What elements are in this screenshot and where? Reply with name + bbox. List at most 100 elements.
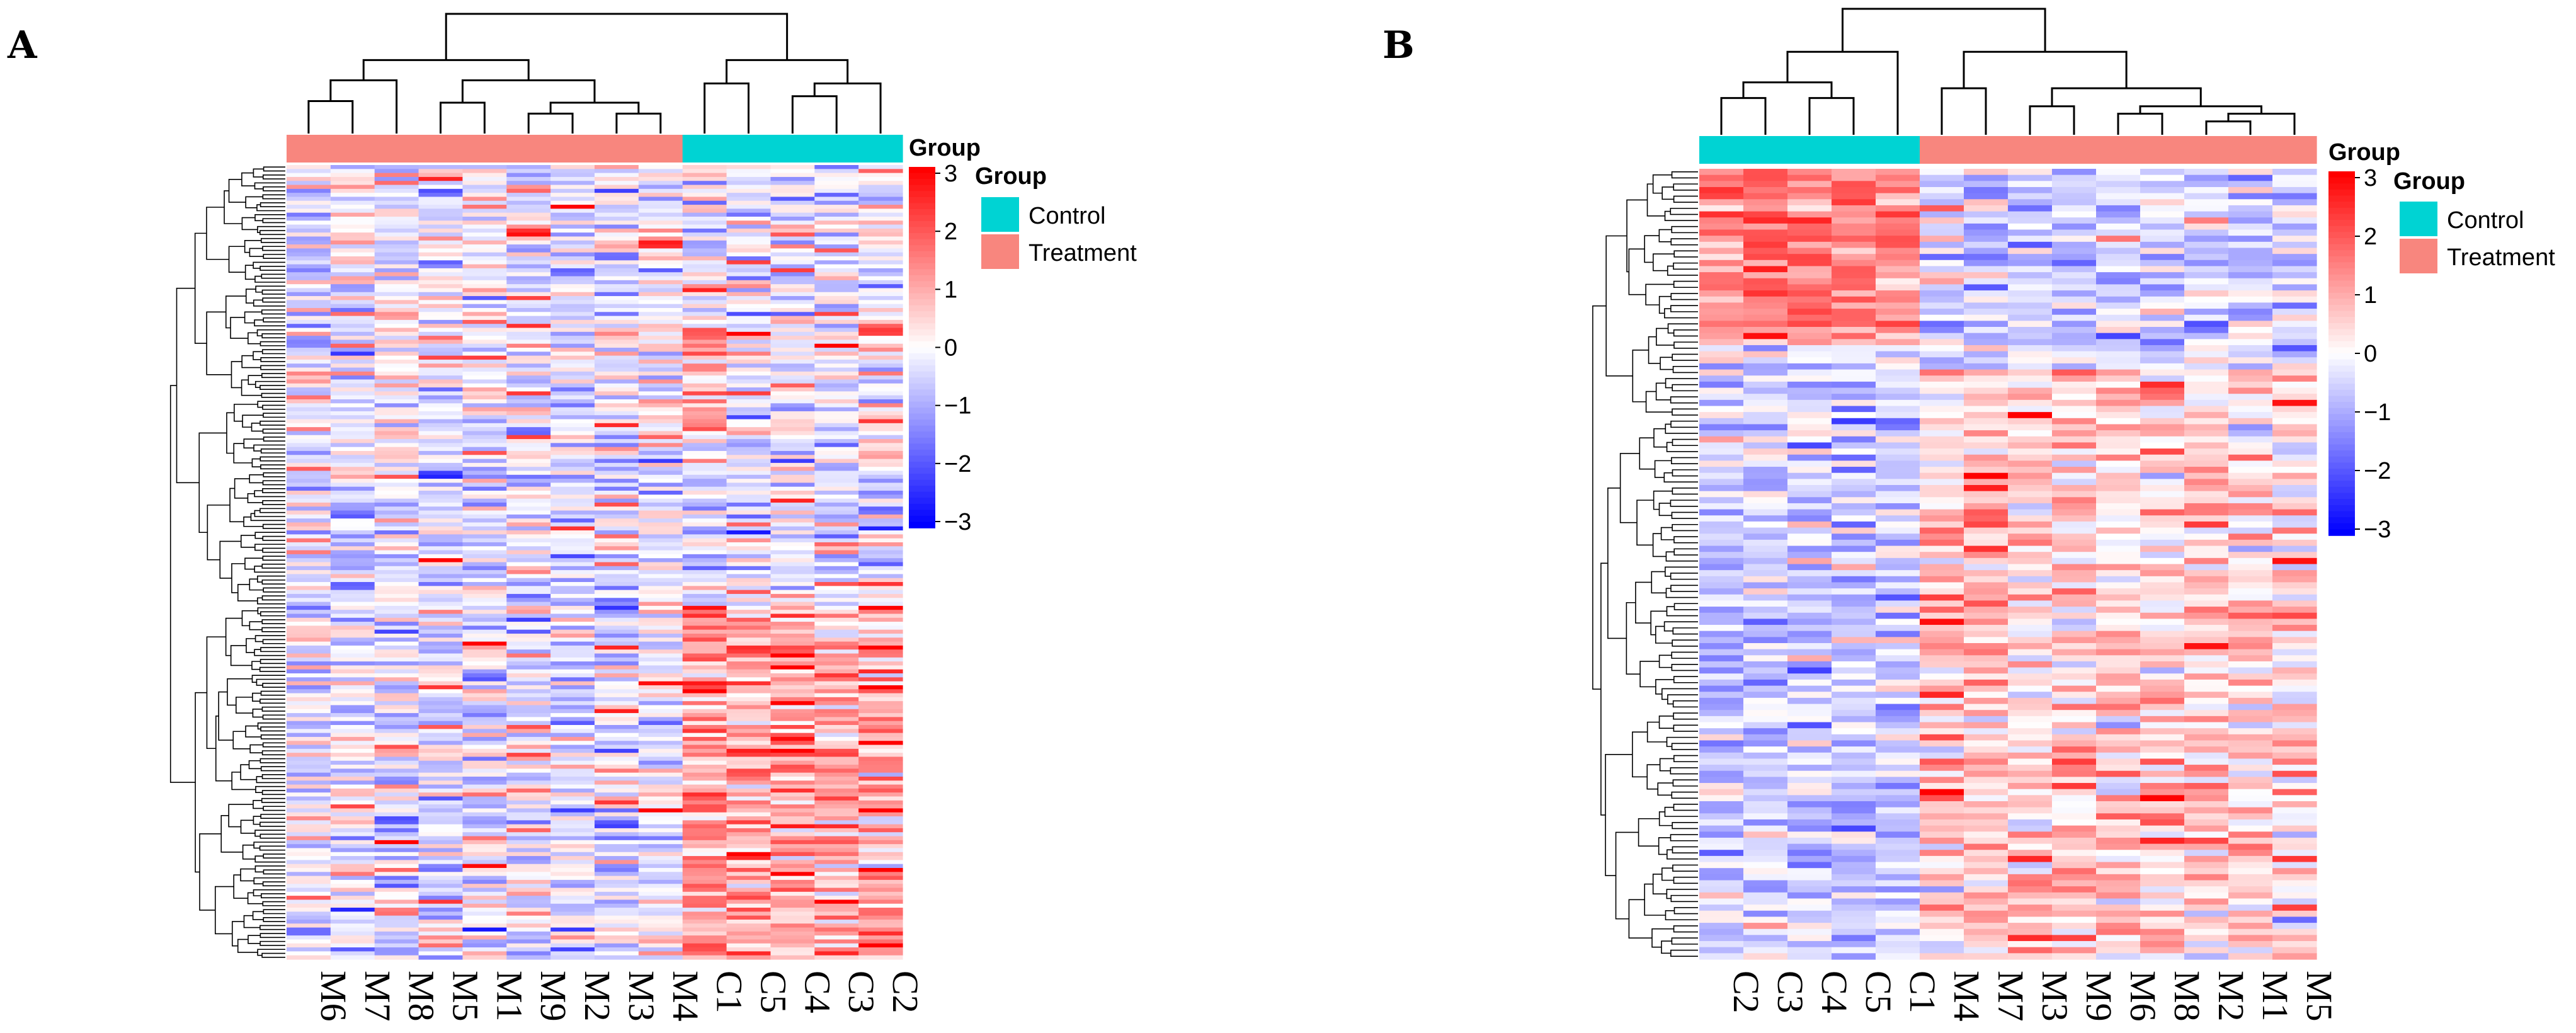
- dendrogram-branch: [229, 488, 244, 523]
- heatmap-cell: [770, 832, 815, 837]
- heatmap-cell: [595, 348, 639, 352]
- heatmap-cell: [2228, 807, 2273, 814]
- dendrogram-branch: [1672, 353, 1698, 361]
- heatmap-cell: [287, 562, 331, 567]
- heatmap-cell: [462, 637, 507, 642]
- heatmap-cell: [814, 582, 859, 586]
- heatmap-cell: [726, 915, 772, 920]
- heatmap-cell: [2096, 485, 2141, 492]
- heatmap-cell: [287, 387, 331, 392]
- heatmap-cell: [638, 232, 683, 237]
- heatmap-cell: [462, 216, 507, 221]
- heatmap-cell: [1832, 521, 1876, 528]
- heatmap-cell: [595, 780, 639, 785]
- heatmap-cell: [770, 471, 815, 476]
- heatmap-cell: [506, 677, 551, 682]
- colorbar-segment: [909, 281, 935, 288]
- heatmap-cell: [1787, 491, 1832, 498]
- heatmap-cell: [418, 876, 464, 881]
- heatmap-cell: [1743, 491, 1788, 498]
- heatmap-cell: [682, 697, 727, 702]
- heatmap-cell: [2008, 898, 2053, 905]
- heatmap-cell: [770, 205, 815, 209]
- heatmap-cell: [595, 899, 639, 905]
- heatmap-cell: [418, 185, 464, 190]
- heatmap-cell: [858, 745, 903, 750]
- heatmap-cell: [287, 284, 331, 289]
- heatmap-cell: [550, 435, 595, 440]
- heatmap-cell: [330, 748, 375, 753]
- heatmap-cell: [682, 887, 727, 893]
- heatmap-cell: [595, 193, 639, 198]
- heatmap-cell: [506, 510, 551, 515]
- heatmap-cell: [858, 411, 903, 416]
- heatmap-cell: [550, 876, 595, 881]
- heatmap-cell: [1876, 381, 1920, 389]
- heatmap-cell: [638, 574, 683, 579]
- heatmap-cell: [418, 479, 464, 483]
- heatmap-cell: [418, 887, 464, 893]
- heatmap-cell: [1964, 460, 2009, 467]
- dendrogram-branch: [1652, 174, 1672, 194]
- heatmap-cell: [418, 383, 464, 388]
- dendrogram-branch: [1615, 831, 1639, 920]
- heatmap-cell: [330, 927, 375, 932]
- heatmap-cell: [726, 590, 772, 595]
- heatmap-cell: [595, 411, 639, 416]
- heatmap-cell: [682, 645, 727, 650]
- heatmap-cell: [638, 661, 683, 666]
- heatmap-cell: [2184, 363, 2229, 370]
- heatmap-cell: [330, 590, 375, 595]
- heatmap-cell: [2096, 704, 2141, 711]
- heatmap-cell: [770, 641, 815, 646]
- heatmap-cell: [1743, 503, 1788, 510]
- heatmap-cell: [726, 641, 772, 646]
- heatmap-cell: [1876, 837, 1920, 845]
- heatmap-cell: [418, 256, 464, 261]
- heatmap-cell: [1787, 314, 1832, 321]
- heatmap-cell: [638, 546, 683, 551]
- heatmap-cell: [462, 776, 507, 781]
- heatmap-cell: [550, 570, 595, 575]
- heatmap-cell: [682, 768, 727, 773]
- heatmap-cell: [330, 522, 375, 527]
- heatmap-cell: [1876, 199, 1920, 206]
- heatmap-cell: [2052, 892, 2097, 899]
- heatmap-cell: [2140, 503, 2185, 510]
- heatmap-cell: [550, 736, 595, 741]
- heatmap-cell: [814, 693, 859, 698]
- heatmap-cell: [770, 232, 815, 237]
- heatmap-cell: [506, 867, 551, 872]
- heatmap-cell: [682, 467, 727, 472]
- heatmap-cell: [506, 538, 551, 543]
- dendrogram-branch: [1672, 821, 1698, 830]
- heatmap-cell: [2272, 789, 2317, 796]
- heatmap-cell: [418, 617, 464, 622]
- heatmap-cell: [506, 633, 551, 638]
- heatmap-cell: [1964, 716, 2009, 723]
- heatmap-cell: [2052, 387, 2097, 394]
- heatmap-cell: [462, 908, 507, 912]
- heatmap-cell: [1920, 801, 1964, 808]
- heatmap-cell: [330, 804, 375, 809]
- heatmap-cell: [770, 899, 815, 905]
- heatmap-cell: [2052, 309, 2097, 316]
- heatmap-cell: [858, 629, 903, 634]
- heatmap-cell: [682, 736, 727, 741]
- colorbar-segment: [909, 239, 935, 246]
- heatmap-cell: [2096, 467, 2141, 474]
- heatmap-cell: [462, 602, 507, 607]
- heatmap-cell: [595, 268, 639, 273]
- heatmap-cell: [770, 736, 815, 741]
- heatmap-cell: [814, 550, 859, 555]
- heatmap-cell: [638, 816, 683, 821]
- heatmap-cell: [462, 617, 507, 622]
- heatmap-cell: [1787, 557, 1832, 565]
- dendrogram-branch: [2205, 120, 2252, 135]
- heatmap-cell: [2140, 600, 2185, 607]
- heatmap-cell: [858, 808, 903, 813]
- dendrogram-branch: [251, 675, 285, 683]
- heatmap-cell: [506, 530, 551, 535]
- column-label: M7: [357, 971, 398, 1022]
- heatmap-cell: [550, 653, 595, 658]
